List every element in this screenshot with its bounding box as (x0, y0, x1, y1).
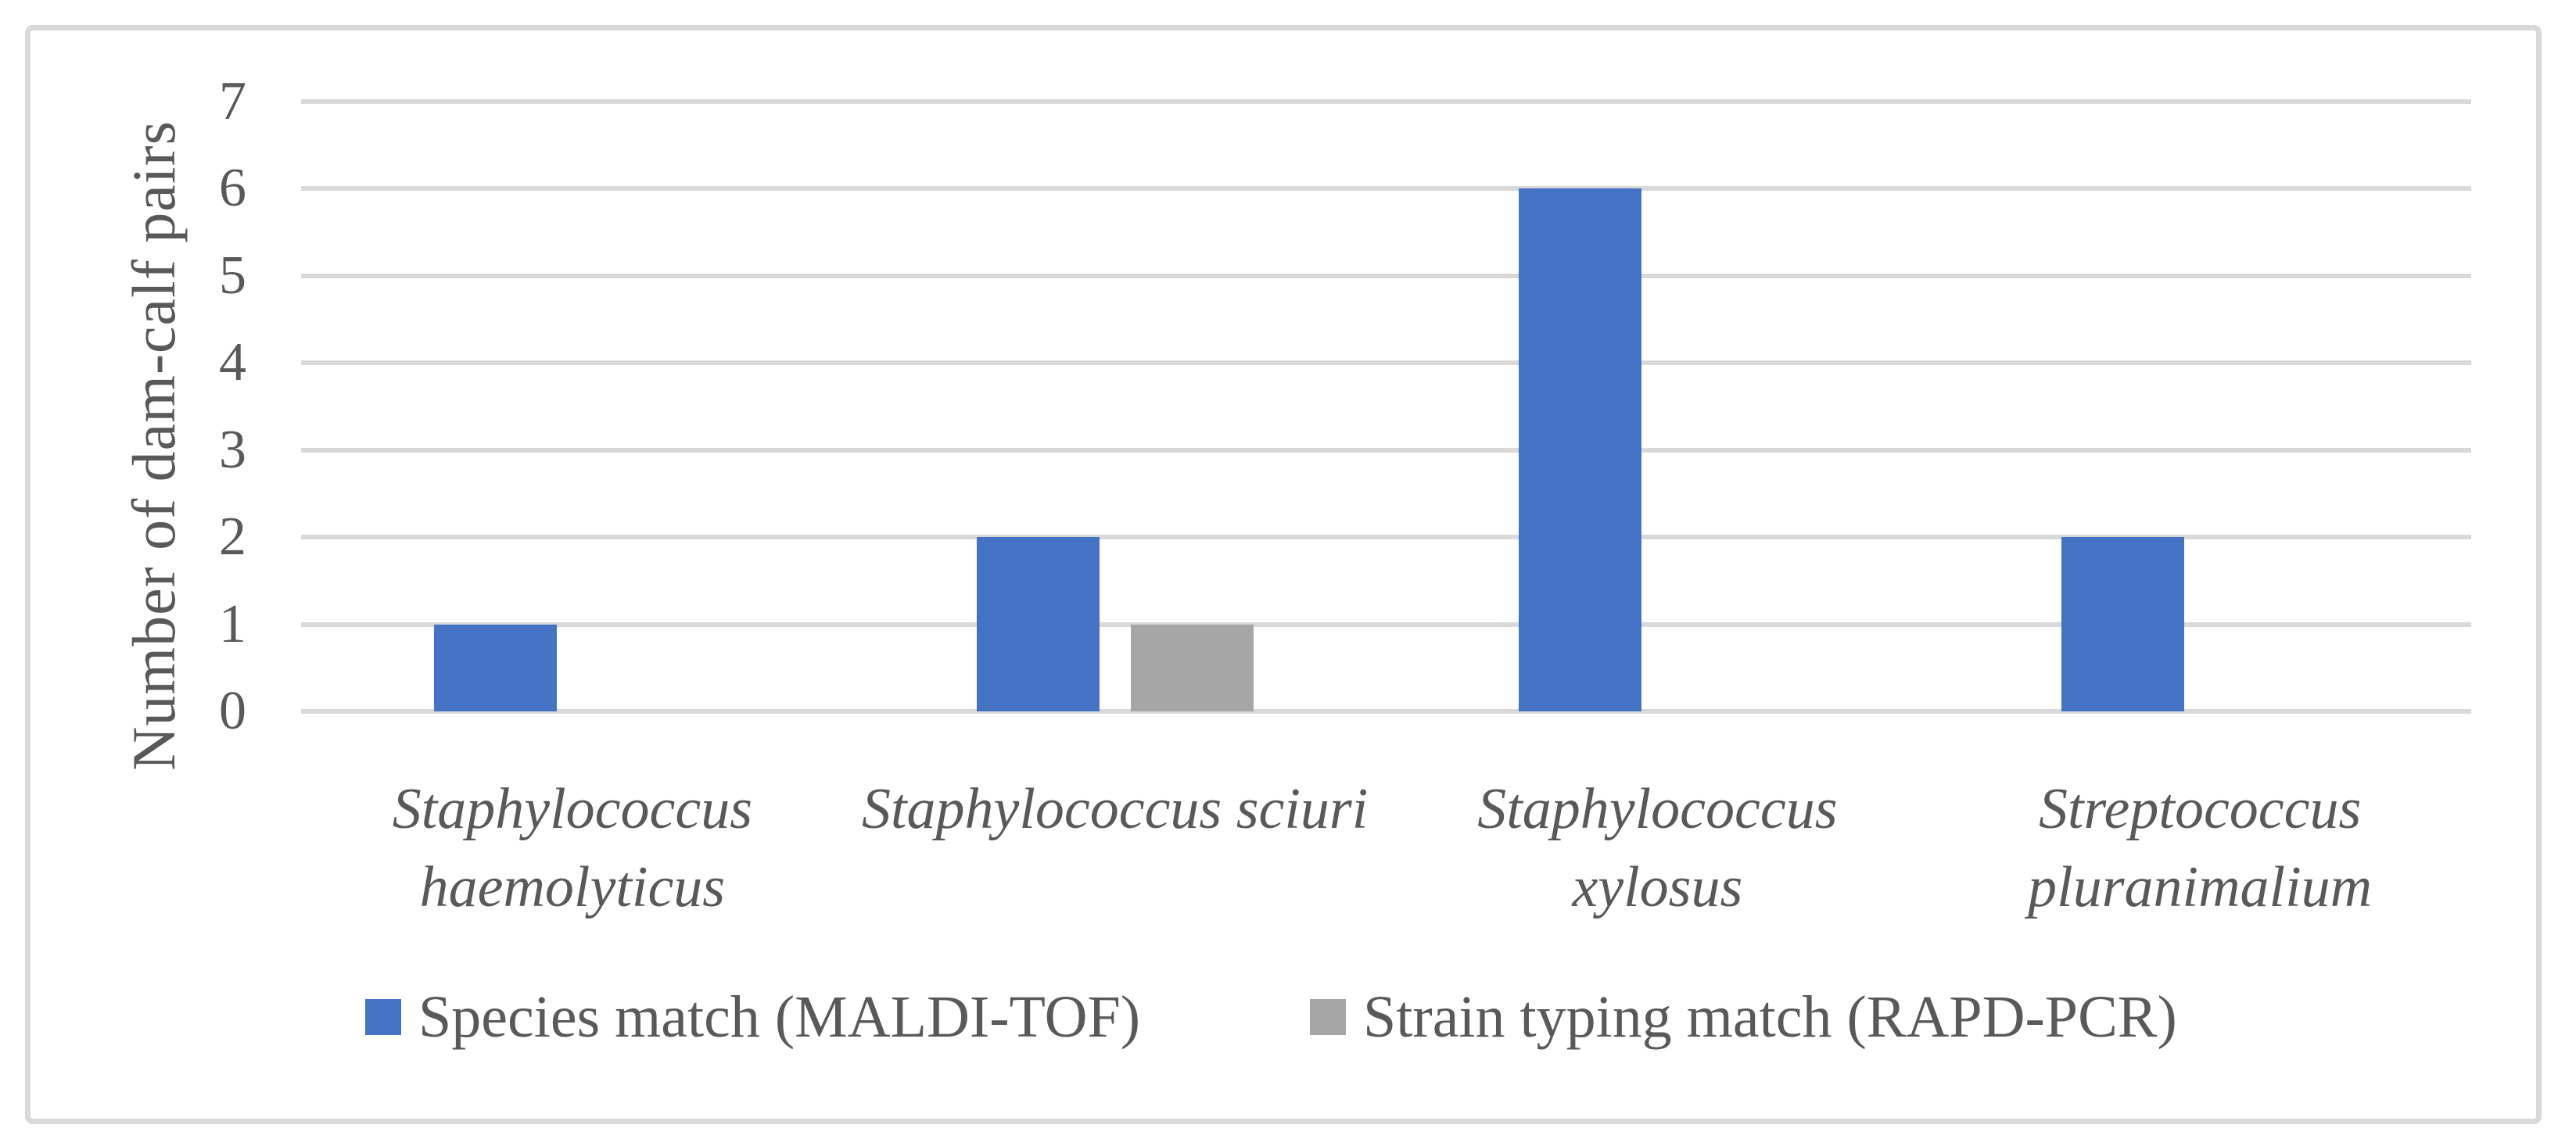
gridline-y5 (301, 273, 2471, 278)
x-category-label-1: Staphylococcus haemolyticus (236, 770, 909, 926)
x-category-label-4: Streptococcus pluranimalium (1864, 770, 2536, 926)
legend-swatch-series1 (365, 999, 401, 1035)
bar-series1-cat3 (1519, 188, 1642, 711)
y-tick-label-1: 1 (219, 593, 246, 654)
x-category-label-2: Staphylococcus sciuri (779, 770, 1451, 848)
y-tick-label-3: 3 (219, 419, 246, 480)
y-tick-label-6: 6 (219, 158, 246, 219)
y-tick-label-0: 0 (219, 681, 246, 741)
gridline-y0 (301, 709, 2471, 714)
legend-label-series2: Strain typing match (RAPD-PCR) (1363, 984, 2177, 1050)
x-category-label-line: Streptococcus (2038, 777, 2362, 841)
x-category-label-3: Staphylococcus xylosus (1321, 770, 1993, 926)
chart-border (25, 25, 2542, 1124)
gridline-y7 (301, 99, 2471, 104)
x-category-label-line: Staphylococcus sciuri (861, 777, 1369, 841)
bar-series1-cat1 (433, 624, 557, 711)
y-tick-label-5: 5 (219, 245, 246, 306)
x-category-label-line: xylosus (1572, 855, 1743, 919)
bar-series2-cat2 (1130, 624, 1254, 711)
y-tick-label-2: 2 (219, 507, 246, 568)
legend-swatch-series2 (1310, 999, 1346, 1035)
x-category-label-line: Staphylococcus (392, 777, 753, 841)
x-category-label-line: haemolyticus (419, 855, 726, 919)
legend-item-2: Strain typing match (RAPD-PCR) (1310, 983, 2177, 1051)
gridline-y3 (301, 447, 2471, 453)
gridline-y1 (301, 621, 2471, 627)
y-tick-label-7: 7 (219, 71, 246, 131)
bar-series1-cat2 (976, 537, 1100, 711)
legend-item-1: Species match (MALDI-TOF) (365, 983, 1140, 1051)
y-tick-label-4: 4 (219, 332, 246, 393)
x-category-label-line: Staphylococcus (1477, 777, 1838, 841)
gridline-y6 (301, 186, 2471, 192)
gridline-y2 (301, 535, 2471, 540)
bar-series1-cat4 (2061, 537, 2185, 711)
x-category-label-line: pluranimalium (2028, 855, 2373, 919)
gridline-y4 (301, 360, 2471, 366)
legend-label-series1: Species match (MALDI-TOF) (418, 984, 1141, 1050)
